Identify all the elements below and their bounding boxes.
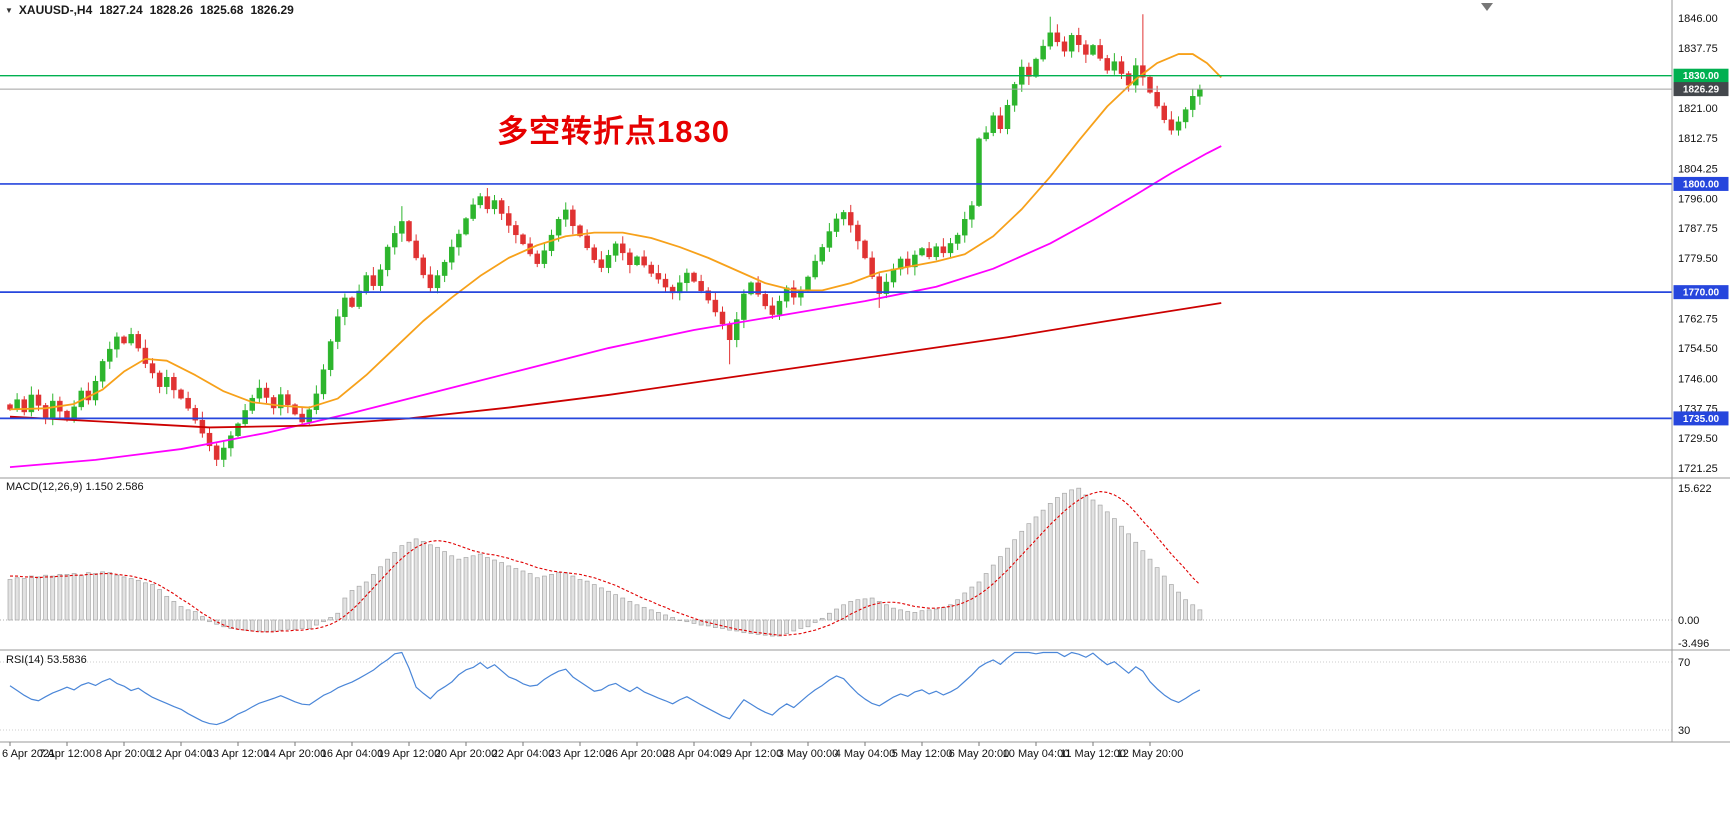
svg-text:1721.25: 1721.25	[1678, 463, 1718, 475]
ma-mid-line	[9, 145, 1222, 468]
svg-text:4 May 04:00: 4 May 04:00	[835, 748, 896, 760]
svg-text:11 May 12:00: 11 May 12:00	[1060, 748, 1126, 760]
symbol-collapse-icon[interactable]: ▼	[5, 5, 13, 15]
price-scale[interactable]: 1846.00 1837.75 1821.00 1812.75 1804.25 1796.…	[1678, 13, 1718, 475]
svg-text:1787.75: 1787.75	[1678, 223, 1718, 235]
svg-text:-3.496: -3.496	[1678, 638, 1709, 650]
svg-text:12 May 20:00: 12 May 20:00	[1117, 748, 1184, 760]
svg-text:1812.75: 1812.75	[1678, 133, 1718, 145]
svg-text:8 Apr 20:00: 8 Apr 20:00	[96, 748, 152, 760]
rsi-line	[9, 651, 1201, 726]
ohlc-close: 1826.29	[250, 3, 294, 17]
symbol-period-label: XAUUSD-,H4	[18, 3, 93, 17]
svg-text:1800.00: 1800.00	[1683, 179, 1720, 190]
svg-text:7 Apr 12:00: 7 Apr 12:00	[39, 748, 95, 760]
svg-text:30: 30	[1678, 725, 1690, 737]
svg-text:20 Apr 20:00: 20 Apr 20:00	[435, 748, 497, 760]
svg-text:23 Apr 12:00: 23 Apr 12:00	[549, 748, 611, 760]
price-line-labels: 1830.00 1826.29 1800.00 1770.00 1735.00	[1673, 68, 1729, 426]
svg-text:26 Apr 20:00: 26 Apr 20:00	[606, 748, 668, 760]
chart-shift-marker-icon[interactable]	[1481, 3, 1493, 11]
symbol-header: ▼ XAUUSD-,H4 1827.24 1828.26 1825.68 182…	[5, 3, 294, 17]
svg-text:5 May 12:00: 5 May 12:00	[892, 748, 953, 760]
svg-text:1821.00: 1821.00	[1678, 103, 1718, 115]
svg-text:0.00: 0.00	[1678, 615, 1699, 627]
svg-text:1796.00: 1796.00	[1678, 193, 1718, 205]
rsi-indicator-label: RSI(14) 53.5836	[6, 654, 87, 666]
rsi-level-lines	[0, 661, 1672, 731]
svg-text:15.622: 15.622	[1678, 483, 1712, 495]
macd-scale[interactable]: 15.622 0.00 -3.496	[1678, 483, 1712, 650]
svg-text:1830.00: 1830.00	[1683, 71, 1720, 82]
ohlc-low: 1825.68	[200, 3, 244, 17]
macd-signal-line	[10, 491, 1201, 636]
svg-text:1729.50: 1729.50	[1678, 433, 1718, 445]
macd-indicator-label: MACD(12,26,9) 1.150 2.586	[6, 481, 144, 493]
svg-text:14 Apr 20:00: 14 Apr 20:00	[264, 748, 326, 760]
svg-text:1846.00: 1846.00	[1678, 13, 1718, 25]
svg-text:13 Apr 12:00: 13 Apr 12:00	[207, 748, 269, 760]
ohlc-high: 1828.26	[149, 3, 194, 17]
svg-text:3 May 00:00: 3 May 00:00	[778, 748, 839, 760]
svg-text:1762.75: 1762.75	[1678, 313, 1718, 325]
candlestick-series[interactable]	[7, 14, 1203, 468]
svg-text:70: 70	[1678, 657, 1690, 669]
svg-text:10 May 04:00: 10 May 04:00	[1003, 748, 1070, 760]
svg-text:12 Apr 04:00: 12 Apr 04:00	[150, 748, 212, 760]
svg-text:1770.00: 1770.00	[1683, 288, 1720, 299]
ma-slow-line	[9, 302, 1222, 429]
rsi-scale[interactable]: 70 30	[1678, 657, 1690, 737]
svg-text:22 Apr 04:00: 22 Apr 04:00	[492, 748, 554, 760]
svg-text:28 Apr 04:00: 28 Apr 04:00	[663, 748, 725, 760]
svg-text:1826.29: 1826.29	[1683, 85, 1720, 96]
svg-text:1804.25: 1804.25	[1678, 164, 1718, 176]
svg-text:6 Apr 2021: 6 Apr 2021	[2, 748, 55, 760]
svg-text:29 Apr 12:00: 29 Apr 12:00	[720, 748, 782, 760]
ohlc-open: 1827.24	[99, 3, 143, 17]
svg-text:6 May 20:00: 6 May 20:00	[949, 748, 1010, 760]
svg-text:1754.50: 1754.50	[1678, 343, 1718, 355]
svg-text:1779.50: 1779.50	[1678, 253, 1718, 265]
svg-text:16 Apr 04:00: 16 Apr 04:00	[321, 748, 383, 760]
svg-text:19 Apr 12:00: 19 Apr 12:00	[378, 748, 440, 760]
macd-histogram	[7, 487, 1203, 637]
svg-text:1746.00: 1746.00	[1678, 374, 1718, 386]
ma-fast-line	[9, 53, 1222, 411]
svg-text:1837.75: 1837.75	[1678, 43, 1718, 55]
annotation-text[interactable]: 多空转折点1830	[497, 114, 730, 149]
svg-text:1735.00: 1735.00	[1683, 414, 1720, 425]
